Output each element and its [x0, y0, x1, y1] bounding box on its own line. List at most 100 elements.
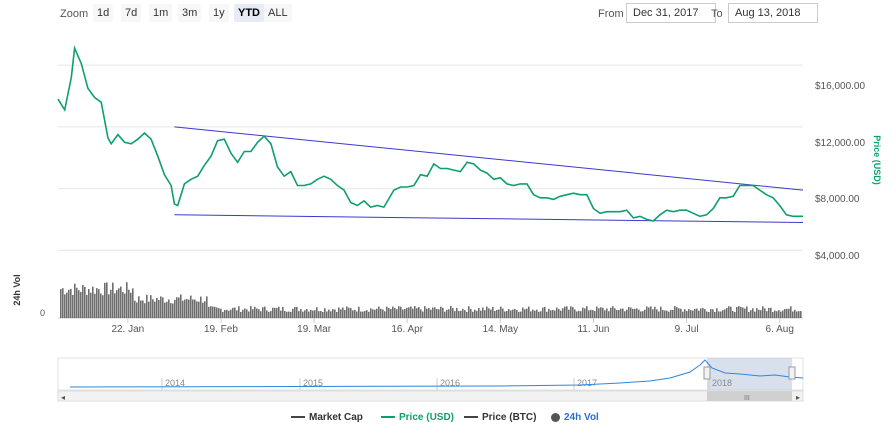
volume-bar — [744, 308, 746, 318]
range-toolbar: Zoom 1d 7d 1m 3m 1y YTD ALL From Dec 31,… — [0, 0, 896, 30]
volume-bar — [308, 311, 310, 318]
volume-bar — [418, 307, 420, 318]
volume-bar — [618, 309, 620, 318]
zoom-3m-button[interactable]: 3m — [178, 4, 202, 22]
volume-bar — [250, 306, 252, 318]
volume-bar — [384, 311, 386, 318]
volume-bar — [534, 310, 536, 318]
volume-bar — [646, 306, 648, 318]
volume-bar — [358, 306, 360, 318]
volume-bar — [670, 309, 672, 318]
volume-bar — [538, 311, 540, 318]
volume-bar — [116, 290, 118, 318]
volume-bar — [362, 311, 364, 318]
volume-bar — [548, 308, 550, 318]
volume-bar — [310, 309, 312, 318]
zoom-1m-button[interactable]: 1m — [149, 4, 173, 22]
volume-bar — [476, 310, 478, 318]
volume-bar — [212, 306, 214, 318]
legend-item-market-cap[interactable]: Market Cap — [291, 412, 363, 423]
x-tick-label: 11. Jun — [577, 324, 609, 335]
legend: Market Cap Price (USD) Price (BTC) 24h V… — [0, 410, 896, 430]
volume-bar — [148, 301, 150, 318]
legend-item-price-usd[interactable]: Price (USD) — [381, 412, 454, 423]
volume-bar — [210, 306, 212, 318]
volume-bar — [786, 308, 788, 318]
volume-bar — [698, 310, 700, 318]
price-grid — [58, 64, 803, 251]
volume-bar — [574, 309, 576, 318]
volume-bar — [662, 309, 664, 318]
volume-bar — [414, 306, 416, 318]
volume-bar — [528, 306, 530, 318]
volume-bar — [90, 292, 92, 318]
zoom-1d-button[interactable]: 1d — [93, 4, 114, 22]
volume-bar — [724, 309, 726, 318]
volume-bar — [576, 311, 578, 318]
volume-bar — [136, 302, 138, 318]
volume-bar — [572, 307, 574, 318]
volume-bar — [432, 307, 434, 318]
navigator-left-handle[interactable] — [703, 366, 711, 380]
volume-bar — [776, 311, 778, 318]
volume-bar — [440, 306, 442, 318]
scrollbar-thumb[interactable] — [707, 391, 792, 401]
navigator-selection[interactable] — [707, 358, 792, 390]
volume-bar — [336, 311, 338, 318]
from-date-input[interactable]: Dec 31, 2017 — [626, 3, 716, 23]
zoom-ytd-button[interactable]: YTD — [234, 4, 264, 22]
volume-bar — [624, 311, 626, 318]
legend-item-price-btc[interactable]: Price (BTC) — [464, 412, 536, 423]
volume-bar — [246, 309, 248, 318]
legend-item-24h-vol[interactable]: 24h Vol — [551, 412, 599, 423]
volume-bar — [772, 311, 774, 318]
volume-bar — [372, 309, 374, 318]
volume-bar — [504, 311, 506, 318]
x-tick-label: 19. Mar — [297, 324, 332, 335]
volume-bar — [364, 310, 366, 318]
zoom-all-button[interactable]: ALL — [264, 4, 292, 22]
volume-bar — [180, 294, 182, 318]
volume-bar — [792, 311, 794, 318]
to-date-input[interactable]: Aug 13, 2018 — [728, 3, 818, 23]
volume-bar — [170, 303, 172, 318]
volume-bar — [138, 296, 140, 318]
volume-bar — [374, 309, 376, 318]
volume-bar — [674, 306, 676, 318]
volume-bar — [612, 306, 614, 318]
volume-bar — [536, 309, 538, 318]
zoom-1y-button[interactable]: 1y — [209, 4, 229, 22]
volume-bar — [96, 288, 98, 318]
navigator-frame — [57, 357, 804, 391]
volume-bar — [512, 309, 514, 318]
volume-bar — [68, 289, 70, 318]
volume-bar — [664, 310, 666, 318]
volume-bar — [276, 308, 278, 318]
navigator-right-handle[interactable] — [788, 366, 796, 380]
volume-bar — [192, 299, 194, 318]
volume-bar — [298, 311, 300, 318]
volume-bar — [62, 288, 64, 318]
volume-bar — [438, 309, 440, 318]
volume-bar — [228, 310, 230, 318]
volume-bar — [272, 307, 274, 318]
scrollbar-left-arrow[interactable]: ◂ — [61, 393, 65, 402]
volume-bar — [98, 289, 100, 318]
volume-bar — [378, 306, 380, 318]
volume-bar — [496, 309, 498, 318]
zoom-7d-button[interactable]: 7d — [121, 4, 142, 22]
volume-bar — [254, 306, 256, 318]
volume-bar — [242, 309, 244, 318]
legend-label: Market Cap — [309, 412, 363, 423]
scrollbar-right-arrow[interactable]: ▸ — [796, 393, 800, 402]
volume-bar — [754, 311, 756, 318]
volume-bar — [104, 282, 106, 318]
volume-bar — [382, 309, 384, 318]
volume-bar — [400, 306, 402, 318]
volume-bar — [150, 295, 152, 318]
volume-bar — [622, 308, 624, 318]
volume-bar — [774, 310, 776, 318]
scrollbar-track[interactable] — [57, 390, 804, 402]
from-label: From — [598, 8, 624, 20]
volume-bar — [510, 310, 512, 318]
